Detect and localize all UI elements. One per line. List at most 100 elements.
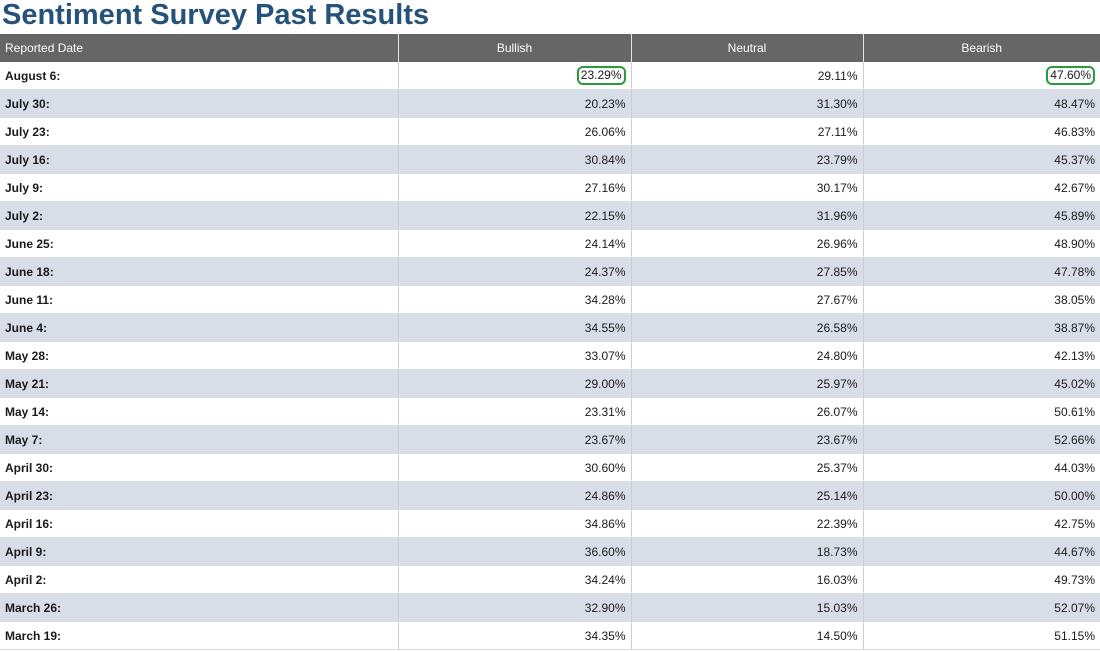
table-row: June 25: 24.14% 26.96% 48.90% <box>0 229 1100 258</box>
bearish-cell: 45.89% <box>862 201 1100 230</box>
neutral-cell: 26.07% <box>630 397 863 426</box>
table-row: May 28: 33.07% 24.80% 42.13% <box>0 341 1100 370</box>
table-row: July 9: 27.16% 30.17% 42.67% <box>0 173 1100 202</box>
bullish-cell: 34.55% <box>397 313 631 342</box>
date-cell: June 18: <box>0 257 398 286</box>
bullish-cell: 36.60% <box>397 537 631 566</box>
highlighted-value: 47.60% <box>1046 66 1095 85</box>
neutral-cell: 26.58% <box>630 313 863 342</box>
date-cell: May 14: <box>0 397 398 426</box>
bullish-cell: 34.35% <box>397 621 631 650</box>
date-cell: May 21: <box>0 369 398 398</box>
neutral-cell: 23.67% <box>630 425 863 454</box>
bearish-cell: 38.05% <box>862 285 1100 314</box>
date-cell: July 30: <box>0 89 398 118</box>
bullish-cell: 30.60% <box>397 453 631 482</box>
bearish-cell: 46.83% <box>862 117 1100 146</box>
date-cell: August 6: <box>0 62 398 90</box>
bullish-cell: 23.67% <box>397 425 631 454</box>
date-cell: March 19: <box>0 621 398 650</box>
header-bullish: Bullish <box>397 34 631 62</box>
bullish-cell: 22.15% <box>397 201 631 230</box>
date-cell: July 16: <box>0 145 398 174</box>
bullish-cell: 29.00% <box>397 369 631 398</box>
neutral-cell: 31.96% <box>630 201 863 230</box>
bullish-cell: 26.06% <box>397 117 631 146</box>
bearish-cell: 45.02% <box>862 369 1100 398</box>
bullish-cell: 24.86% <box>397 481 631 510</box>
date-cell: May 28: <box>0 341 398 370</box>
neutral-cell: 25.37% <box>630 453 863 482</box>
header-neutral: Neutral <box>630 34 863 62</box>
bullish-cell: 24.37% <box>397 257 631 286</box>
header-bearish: Bearish <box>862 34 1100 62</box>
bearish-cell: 52.07% <box>862 593 1100 622</box>
bearish-cell: 42.75% <box>862 509 1100 538</box>
bearish-cell: 49.73% <box>862 565 1100 594</box>
bearish-cell: 42.13% <box>862 341 1100 370</box>
neutral-cell: 18.73% <box>630 537 863 566</box>
neutral-cell: 23.79% <box>630 145 863 174</box>
bearish-cell: 44.03% <box>862 453 1100 482</box>
neutral-cell: 26.96% <box>630 229 863 258</box>
bullish-cell: 33.07% <box>397 341 631 370</box>
page-title: Sentiment Survey Past Results <box>2 0 430 31</box>
bearish-cell: 47.60% <box>862 62 1100 90</box>
date-cell: July 2: <box>0 201 398 230</box>
table-row: August 6: 23.29% 29.11% 47.60% <box>0 62 1100 90</box>
bearish-cell: 38.87% <box>862 313 1100 342</box>
table-row: April 9: 36.60% 18.73% 44.67% <box>0 537 1100 566</box>
bullish-cell: 32.90% <box>397 593 631 622</box>
date-cell: April 30: <box>0 453 398 482</box>
bullish-cell: 27.16% <box>397 173 631 202</box>
neutral-cell: 14.50% <box>630 621 863 650</box>
bullish-cell: 24.14% <box>397 229 631 258</box>
date-cell: April 9: <box>0 537 398 566</box>
date-cell: July 23: <box>0 117 398 146</box>
table-row: July 16: 30.84% 23.79% 45.37% <box>0 145 1100 174</box>
bearish-cell: 50.00% <box>862 481 1100 510</box>
table-row: April 16: 34.86% 22.39% 42.75% <box>0 509 1100 538</box>
table-row: March 26: 32.90% 15.03% 52.07% <box>0 593 1100 622</box>
table-row: July 30: 20.23% 31.30% 48.47% <box>0 89 1100 118</box>
bearish-cell: 48.90% <box>862 229 1100 258</box>
table-header-row: Reported Date Bullish Neutral Bearish <box>0 34 1100 62</box>
date-cell: March 26: <box>0 593 398 622</box>
neutral-cell: 31.30% <box>630 89 863 118</box>
bullish-cell: 23.31% <box>397 397 631 426</box>
table-row: May 21: 29.00% 25.97% 45.02% <box>0 369 1100 398</box>
neutral-cell: 15.03% <box>630 593 863 622</box>
table-row: April 23: 24.86% 25.14% 50.00% <box>0 481 1100 510</box>
date-cell: June 25: <box>0 229 398 258</box>
neutral-cell: 29.11% <box>630 62 863 90</box>
table-row: July 23: 26.06% 27.11% 46.83% <box>0 117 1100 146</box>
table-row: June 11: 34.28% 27.67% 38.05% <box>0 285 1100 314</box>
date-cell: June 11: <box>0 285 398 314</box>
bearish-cell: 51.15% <box>862 621 1100 650</box>
sentiment-results-table: Reported Date Bullish Neutral Bearish Au… <box>0 34 1100 650</box>
table-row: July 2: 22.15% 31.96% 45.89% <box>0 201 1100 230</box>
date-cell: May 7: <box>0 425 398 454</box>
table-row: May 7: 23.67% 23.67% 52.66% <box>0 425 1100 454</box>
date-cell: April 23: <box>0 481 398 510</box>
table-row: May 14: 23.31% 26.07% 50.61% <box>0 397 1100 426</box>
bullish-cell: 34.86% <box>397 509 631 538</box>
bearish-cell: 42.67% <box>862 173 1100 202</box>
neutral-cell: 27.85% <box>630 257 863 286</box>
neutral-cell: 27.67% <box>630 285 863 314</box>
date-cell: July 9: <box>0 173 398 202</box>
bullish-cell: 30.84% <box>397 145 631 174</box>
neutral-cell: 22.39% <box>630 509 863 538</box>
neutral-cell: 25.14% <box>630 481 863 510</box>
neutral-cell: 16.03% <box>630 565 863 594</box>
table-row: June 4: 34.55% 26.58% 38.87% <box>0 313 1100 342</box>
bullish-cell: 23.29% <box>397 62 631 90</box>
date-cell: April 16: <box>0 509 398 538</box>
bearish-cell: 44.67% <box>862 537 1100 566</box>
bullish-cell: 34.24% <box>397 565 631 594</box>
table-row: June 18: 24.37% 27.85% 47.78% <box>0 257 1100 286</box>
table-row: April 2: 34.24% 16.03% 49.73% <box>0 565 1100 594</box>
bearish-cell: 52.66% <box>862 425 1100 454</box>
neutral-cell: 27.11% <box>630 117 863 146</box>
bullish-cell: 34.28% <box>397 285 631 314</box>
